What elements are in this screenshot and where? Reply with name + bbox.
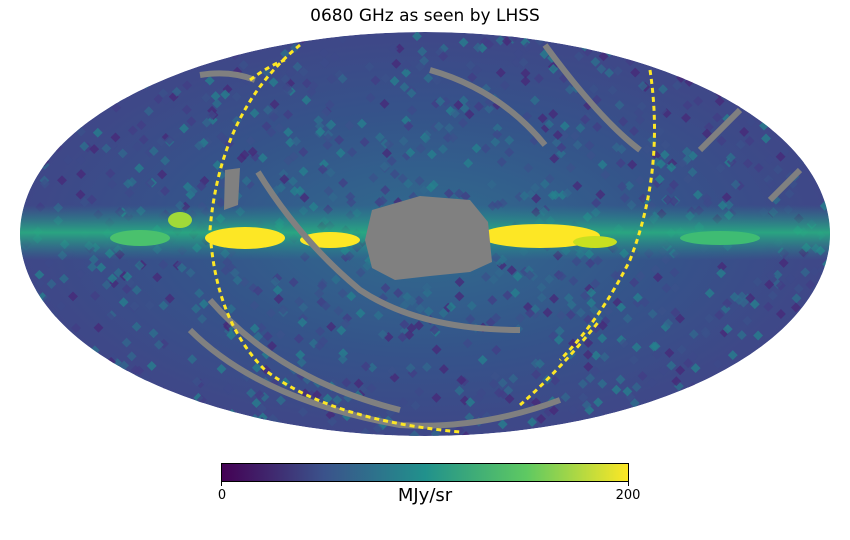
- colorbar-unit-label: MJy/sr: [397, 485, 453, 506]
- map-title: 0680 GHz as seen by LHSS: [310, 6, 540, 26]
- colorbar-min-label: 0: [217, 488, 227, 503]
- colorbar-tick-min: [221, 482, 222, 486]
- colorbar-max-label: 200: [615, 488, 641, 503]
- colorbar-tick-max: [628, 482, 629, 486]
- masked-scan-arcs: [187, 43, 803, 429]
- yellow-scan-arcs: [208, 43, 656, 434]
- mollweide-sky-map: [20, 32, 830, 436]
- colorbar: [221, 463, 629, 482]
- masked-region: [224, 168, 492, 280]
